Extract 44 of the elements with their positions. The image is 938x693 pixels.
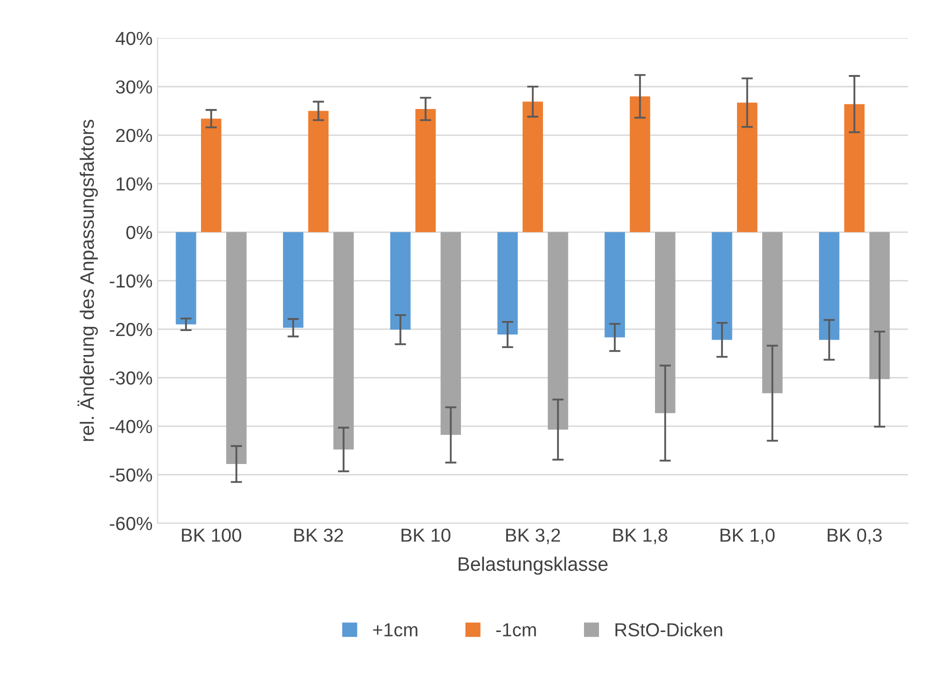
x-tick-label: BK 1,0 <box>720 528 775 544</box>
y-tick-label: 0% <box>126 226 152 240</box>
y-axis-title: rel. Änderung des Anpassungsfaktors <box>78 120 98 441</box>
bar <box>522 102 543 232</box>
x-tick-label: BK 0,3 <box>828 528 882 544</box>
x-tick-label: BK 32 <box>294 528 343 542</box>
y-tick-label: 40% <box>116 32 152 46</box>
bar <box>333 232 354 450</box>
y-tick-label: -20% <box>110 322 152 336</box>
bar <box>176 232 196 324</box>
bar <box>712 232 732 340</box>
legend-label: +1cm <box>373 623 418 636</box>
y-tick-label: -50% <box>110 468 152 482</box>
y-tick-label: -10% <box>110 274 152 288</box>
bar <box>548 232 568 430</box>
bar <box>390 232 411 330</box>
legend-label: -1cm <box>496 623 536 636</box>
legend-label: RStO-Dicken <box>616 622 722 636</box>
y-tick-label: 10% <box>116 177 152 191</box>
bar <box>308 110 329 232</box>
bar <box>819 232 840 340</box>
bar <box>654 232 676 414</box>
bar <box>869 232 890 380</box>
bar <box>630 96 650 232</box>
bar <box>844 104 865 232</box>
bar <box>497 232 518 335</box>
bar <box>226 232 247 464</box>
bar <box>201 118 222 232</box>
x-axis-title: Belastungsklasse <box>458 556 608 575</box>
y-tick-label: 30% <box>116 80 152 94</box>
x-tick-label: BK 10 <box>402 528 450 542</box>
bar <box>283 232 304 328</box>
x-tick-label: BK 3,2 <box>506 528 560 544</box>
bar <box>737 102 758 232</box>
y-tick-label: -30% <box>110 371 152 385</box>
bar <box>604 232 625 338</box>
x-tick-label: BK 100 <box>182 528 242 542</box>
x-tick-label: BK 1,8 <box>613 528 668 544</box>
y-tick-label: 20% <box>116 128 152 142</box>
bar <box>762 232 783 394</box>
y-tick-label: -60% <box>110 516 152 530</box>
bar <box>440 232 461 435</box>
y-tick-label: -40% <box>110 420 152 434</box>
bar <box>415 108 436 232</box>
